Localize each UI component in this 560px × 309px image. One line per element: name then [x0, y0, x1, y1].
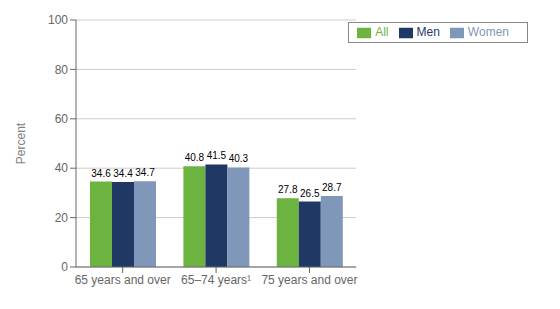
- html-text:All: All: [375, 25, 389, 39]
- svg-text:28.7: 28.7: [322, 182, 342, 193]
- svg-text:60: 60: [55, 112, 69, 126]
- svg-text:40: 40: [55, 161, 69, 175]
- svg-text:41.5: 41.5: [207, 150, 227, 161]
- svg-text:75 years and over: 75 years and over: [261, 273, 357, 287]
- html-text:Women: Women: [467, 25, 509, 39]
- svg-text:65–74 years¹: 65–74 years¹: [181, 273, 251, 287]
- svg-text:65 years and over: 65 years and over: [75, 273, 171, 287]
- html-text:Men: Men: [416, 25, 440, 39]
- svg-text:34.4: 34.4: [113, 168, 133, 179]
- svg-text:40.3: 40.3: [229, 153, 249, 164]
- svg-text:34.7: 34.7: [135, 167, 155, 178]
- svg-text:0: 0: [61, 260, 68, 274]
- svg-text:Percent: Percent: [14, 122, 28, 164]
- svg-text:40.8: 40.8: [185, 152, 205, 163]
- svg-text:20: 20: [55, 211, 69, 225]
- svg-text:80: 80: [55, 63, 69, 77]
- svg-text:100: 100: [48, 13, 68, 27]
- svg-text:26.5: 26.5: [300, 188, 320, 199]
- svg-text:34.6: 34.6: [91, 168, 111, 179]
- svg-text:27.8: 27.8: [278, 184, 298, 195]
